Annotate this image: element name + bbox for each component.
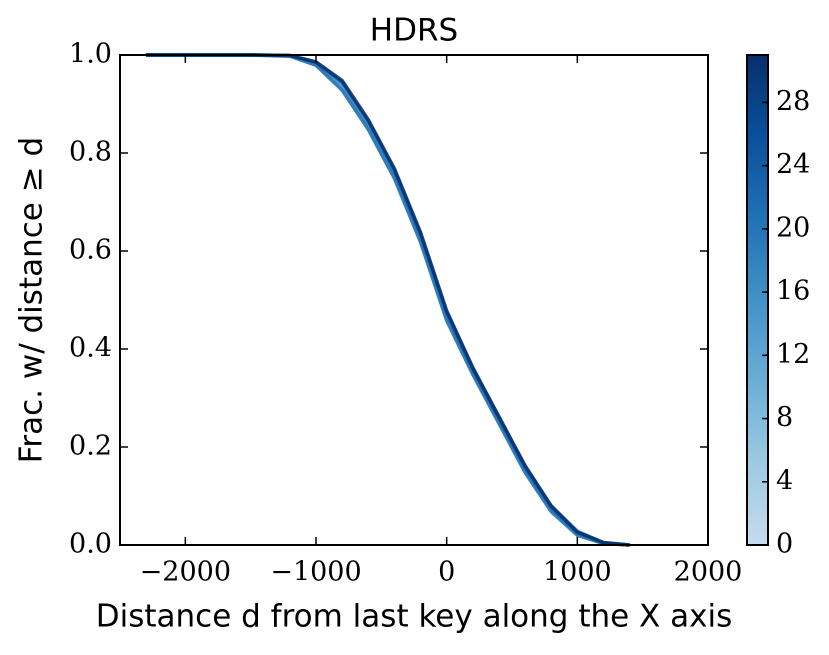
x-axis-label: Distance d from last key along the X axi… (96, 599, 733, 635)
x-tick-label: −1000 (270, 557, 361, 588)
colorbar-tick-label: 4 (776, 465, 793, 496)
data-line (146, 53, 630, 547)
colorbar (746, 54, 769, 546)
data-line (146, 53, 630, 547)
colorbar-tick-label: 0 (776, 529, 793, 560)
x-tick-label: 0 (438, 557, 455, 588)
data-line (146, 53, 630, 547)
data-line (146, 53, 630, 547)
y-axis-label: Frac. w/ distance ≥ d (14, 137, 50, 463)
colorbar-tick-label: 12 (776, 339, 810, 370)
colorbar-tick-label: 24 (776, 149, 810, 180)
data-line (146, 53, 630, 547)
y-tick-label: 0.0 (69, 529, 112, 560)
x-tick-label: 2000 (674, 557, 743, 588)
y-tick-label: 1.0 (69, 39, 112, 70)
data-line (146, 53, 630, 547)
plot-frame (119, 54, 709, 546)
colorbar-tick-label: 16 (776, 276, 810, 307)
x-tick-label: 1000 (543, 557, 612, 588)
y-tick-label: 0.4 (69, 333, 112, 364)
y-tick-label: 0.6 (69, 235, 112, 266)
chart-title: HDRS (370, 13, 458, 49)
colorbar-tick-label: 28 (776, 86, 810, 117)
x-tick-label: −2000 (140, 557, 231, 588)
colorbar-tick-label: 8 (776, 402, 793, 433)
colorbar-tick-label: 20 (776, 212, 810, 243)
y-tick-label: 0.2 (69, 431, 112, 462)
y-tick-label: 0.8 (69, 137, 112, 168)
data-line (146, 53, 630, 547)
